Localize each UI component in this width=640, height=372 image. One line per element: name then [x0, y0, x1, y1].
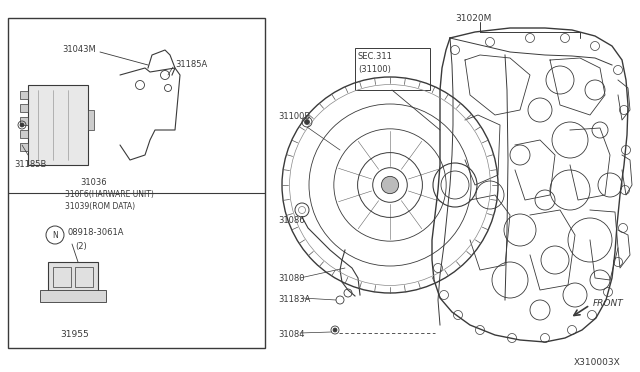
- Bar: [20, 91, 28, 99]
- Text: 31183A: 31183A: [278, 295, 310, 304]
- Text: 08918-3061A: 08918-3061A: [68, 228, 125, 237]
- Text: 31043M: 31043M: [62, 45, 96, 54]
- Text: 31955: 31955: [61, 330, 90, 339]
- Circle shape: [305, 119, 310, 125]
- Circle shape: [20, 123, 24, 127]
- Text: 31020M: 31020M: [455, 14, 492, 23]
- Bar: [75, 267, 93, 287]
- Bar: [20, 117, 28, 125]
- Text: SEC.311: SEC.311: [358, 52, 393, 61]
- Bar: [20, 104, 28, 112]
- Circle shape: [333, 328, 337, 332]
- Bar: [20, 143, 28, 151]
- Polygon shape: [40, 290, 106, 302]
- Bar: [48, 262, 98, 294]
- Text: (31100): (31100): [358, 65, 391, 74]
- Bar: [8, 18, 265, 348]
- Text: 31100B: 31100B: [278, 112, 310, 121]
- Text: N: N: [52, 231, 58, 240]
- Text: 31039(ROM DATA): 31039(ROM DATA): [65, 202, 135, 211]
- Text: (2): (2): [75, 242, 87, 251]
- Text: 31084: 31084: [278, 330, 305, 339]
- Bar: [20, 130, 28, 138]
- Text: FRONT: FRONT: [593, 298, 624, 308]
- Text: 31185B: 31185B: [14, 160, 46, 169]
- Text: 31185A: 31185A: [175, 60, 207, 69]
- Text: 310F6(HARWARE UNIT): 310F6(HARWARE UNIT): [65, 190, 154, 199]
- Text: 31036: 31036: [80, 178, 107, 187]
- Bar: [88, 110, 94, 130]
- Text: X310003X: X310003X: [573, 358, 620, 367]
- Bar: [355, 48, 430, 90]
- Bar: [53, 267, 71, 287]
- Text: 31080: 31080: [278, 274, 305, 283]
- Text: 31086: 31086: [278, 216, 305, 225]
- Circle shape: [381, 176, 399, 194]
- Bar: [28, 85, 88, 165]
